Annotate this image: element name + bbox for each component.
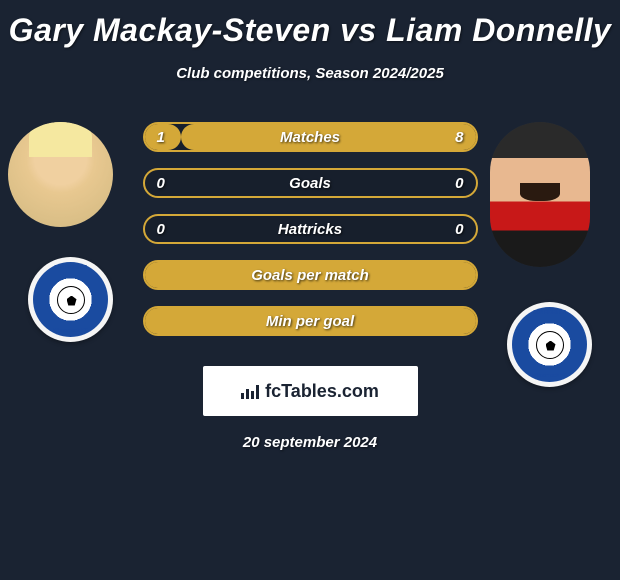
stat-label: Matches xyxy=(280,129,340,146)
comparison-subtitle: Club competitions, Season 2024/2025 xyxy=(0,65,620,82)
stat-row: 0 0 Goals xyxy=(143,168,478,198)
stat-value-right: 0 xyxy=(455,221,463,238)
badge-motto-right: CONFIDEMUS xyxy=(533,310,567,316)
player-left-face-placeholder xyxy=(8,122,113,227)
comparison-title: Gary Mackay-Steven vs Liam Donnelly xyxy=(0,0,620,49)
stat-label: Hattricks xyxy=(278,221,342,238)
comparison-date: 20 september 2024 xyxy=(0,434,620,451)
player-right-photo xyxy=(490,122,590,267)
stat-row: 1 8 Matches xyxy=(143,122,478,152)
stat-row: 0 0 Hattricks xyxy=(143,214,478,244)
stat-row: Min per goal xyxy=(143,306,478,336)
stat-value-right: 0 xyxy=(455,175,463,192)
stats-container: 1 8 Matches 0 0 Goals 0 0 Hattricks Goals per mat… xyxy=(143,122,478,336)
player-left-photo xyxy=(8,122,113,227)
badge-club-right: Kilmarnock FC xyxy=(532,373,567,379)
football-icon xyxy=(57,286,85,314)
stat-label: Goals per match xyxy=(251,267,369,284)
stat-value-left: 0 xyxy=(157,175,165,192)
stat-label: Goals xyxy=(289,175,331,192)
stat-row: Goals per match xyxy=(143,260,478,290)
badge-club-left: Kilmarnock FC xyxy=(53,328,88,334)
stat-value-left: 0 xyxy=(157,221,165,238)
stat-label: Min per goal xyxy=(266,313,354,330)
football-icon xyxy=(536,331,564,359)
fctables-logo: fcTables.com xyxy=(203,366,418,416)
logo-text: fcTables.com xyxy=(265,381,379,402)
comparison-content: CONFIDEMUS Kilmarnock FC CONFIDEMUS Kilm… xyxy=(0,122,620,451)
bar-chart-icon xyxy=(241,383,261,399)
stat-value-right: 8 xyxy=(455,129,463,146)
badge-motto-left: CONFIDEMUS xyxy=(54,265,88,271)
club-badge-left: CONFIDEMUS Kilmarnock FC xyxy=(28,257,113,342)
stat-value-left: 1 xyxy=(157,129,165,146)
club-badge-right: CONFIDEMUS Kilmarnock FC xyxy=(507,302,592,387)
player-right-face-placeholder xyxy=(490,122,590,267)
